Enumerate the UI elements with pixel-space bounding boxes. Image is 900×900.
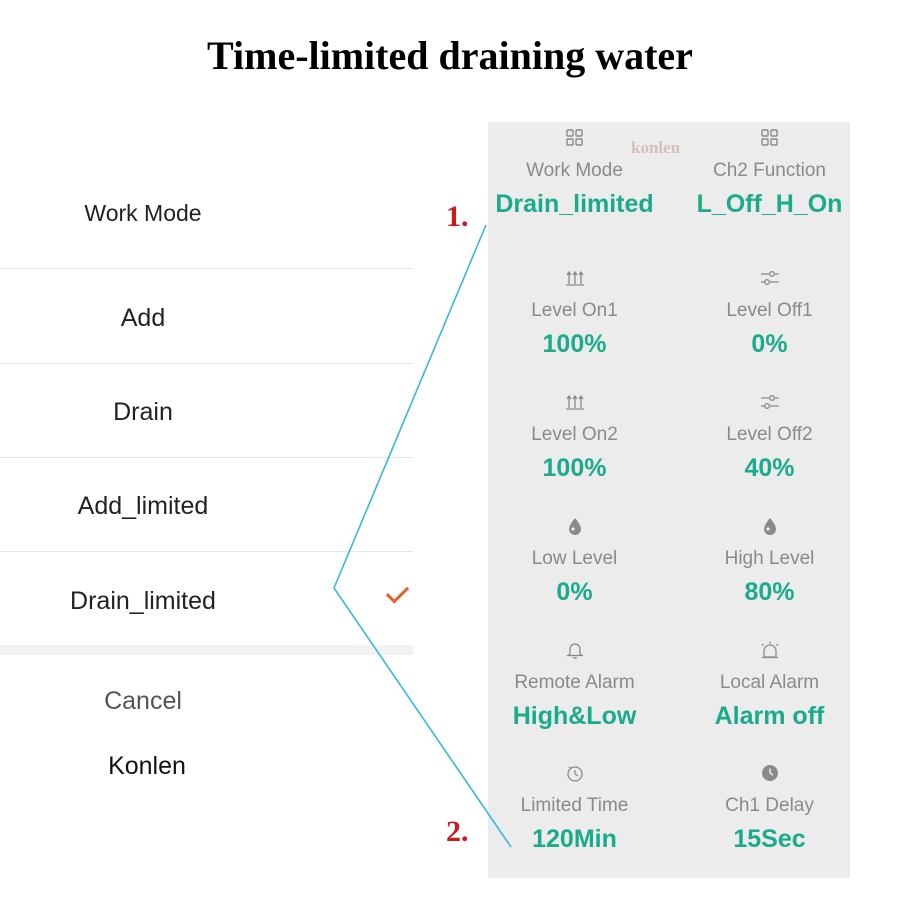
level-on-icon bbox=[484, 392, 665, 416]
setting-label: Level Off2 bbox=[726, 424, 813, 445]
setting-label: Low Level bbox=[531, 548, 618, 569]
divider bbox=[0, 457, 413, 458]
bell-icon bbox=[484, 640, 665, 664]
connector-line bbox=[333, 224, 512, 848]
step-marker-2: 2. bbox=[446, 815, 469, 848]
setting-value[interactable]: 0% bbox=[751, 330, 788, 358]
section-gap bbox=[0, 645, 413, 655]
setting-low-level[interactable]: Low Level 0% bbox=[484, 516, 665, 607]
setting-value[interactable]: 100% bbox=[542, 330, 607, 358]
clock-icon bbox=[679, 763, 860, 787]
setting-level-off2[interactable]: Level Off2 40% bbox=[679, 392, 860, 483]
setting-value[interactable]: 80% bbox=[744, 578, 795, 606]
settings-panel bbox=[488, 122, 850, 878]
setting-value[interactable]: 0% bbox=[556, 578, 593, 606]
watermark: konlen bbox=[631, 138, 681, 157]
sliders-icon bbox=[679, 268, 860, 292]
setting-local-alarm[interactable]: Local Alarm Alarm off bbox=[679, 640, 860, 731]
option-drain[interactable]: Drain bbox=[113, 398, 173, 426]
setting-level-on2[interactable]: Level On2 100% bbox=[484, 392, 665, 483]
setting-label: Level On2 bbox=[531, 424, 618, 445]
setting-value[interactable]: High&Low bbox=[512, 702, 637, 730]
sliders-icon bbox=[679, 392, 860, 416]
setting-value[interactable]: 40% bbox=[744, 454, 795, 482]
option-add-limited[interactable]: Add_limited bbox=[77, 492, 209, 520]
setting-label: Ch1 Delay bbox=[725, 795, 814, 816]
setting-ch1-delay[interactable]: Ch1 Delay 15Sec bbox=[679, 763, 860, 854]
level-on-icon bbox=[484, 268, 665, 292]
step-marker-1: 1. bbox=[446, 200, 469, 233]
timer-icon bbox=[484, 763, 665, 787]
setting-label: Level Off1 bbox=[726, 300, 813, 321]
siren-icon bbox=[679, 640, 860, 664]
setting-level-on1[interactable]: Level On1 100% bbox=[484, 268, 665, 359]
option-drain-limited[interactable]: Drain_limited bbox=[70, 587, 216, 615]
setting-work-mode[interactable]: Work Mode Drain_limited bbox=[484, 128, 665, 219]
droplet-icon bbox=[679, 516, 860, 540]
setting-label: Limited Time bbox=[520, 795, 629, 816]
setting-label: Work Mode bbox=[526, 160, 623, 181]
setting-remote-alarm[interactable]: Remote Alarm High&Low bbox=[484, 640, 665, 731]
grid-icon bbox=[484, 128, 665, 152]
divider bbox=[0, 268, 413, 269]
divider bbox=[0, 363, 413, 364]
setting-high-level[interactable]: High Level 80% bbox=[679, 516, 860, 607]
grid-icon bbox=[679, 128, 860, 152]
setting-value[interactable]: Alarm off bbox=[714, 702, 825, 730]
setting-value[interactable]: 100% bbox=[542, 454, 607, 482]
setting-ch2-function[interactable]: Ch2 Function L_Off_H_On bbox=[679, 128, 860, 219]
setting-value[interactable]: 120Min bbox=[532, 825, 617, 853]
setting-label: Level On1 bbox=[531, 300, 618, 321]
cancel-button[interactable]: Cancel bbox=[104, 687, 182, 715]
droplet-icon bbox=[484, 516, 665, 540]
setting-value[interactable]: Drain_limited bbox=[495, 190, 654, 218]
setting-label: Ch2 Function bbox=[712, 160, 826, 181]
setting-label: Remote Alarm bbox=[514, 672, 635, 693]
setting-limited-time[interactable]: Limited Time 120Min bbox=[484, 763, 665, 854]
setting-label: High Level bbox=[724, 548, 815, 569]
divider bbox=[0, 551, 413, 552]
setting-level-off1[interactable]: Level Off1 0% bbox=[679, 268, 860, 359]
action-sheet-header: Work Mode bbox=[84, 200, 202, 226]
option-add[interactable]: Add bbox=[120, 304, 166, 332]
setting-value[interactable]: 15Sec bbox=[733, 825, 806, 853]
brand-label: Konlen bbox=[108, 752, 186, 780]
setting-label: Local Alarm bbox=[719, 672, 820, 693]
page-title: Time-limited draining water bbox=[207, 33, 693, 78]
setting-value[interactable]: L_Off_H_On bbox=[696, 190, 843, 218]
